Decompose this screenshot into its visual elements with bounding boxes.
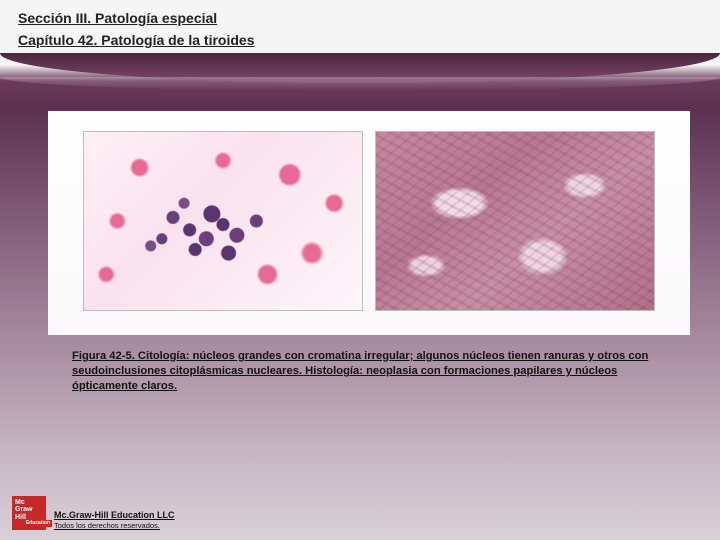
chapter-title: Capítulo 42. Patología de la tiroides bbox=[18, 32, 702, 48]
logo-text-mid: Graw bbox=[15, 506, 33, 513]
section-title: Sección III. Patología especial bbox=[18, 10, 702, 26]
figure-panel bbox=[48, 111, 690, 335]
rights-text: Todos los derechos reservados. bbox=[54, 521, 175, 530]
figure-caption: Figura 42-5. Citología: núcleos grandes … bbox=[72, 349, 660, 394]
decorative-wave bbox=[0, 53, 720, 83]
publisher-name: Mc.Graw-Hill Education LLC bbox=[54, 510, 175, 520]
histology-image bbox=[375, 131, 655, 311]
logo-tab: Education bbox=[24, 520, 52, 527]
publisher-logo: Mc Graw Hill Education bbox=[12, 496, 46, 530]
cytology-image bbox=[83, 131, 363, 311]
footer: Mc Graw Hill Education Mc.Graw-Hill Educ… bbox=[12, 496, 175, 530]
slide-header: Sección III. Patología especial Capítulo… bbox=[0, 0, 720, 55]
footer-text: Mc.Graw-Hill Education LLC Todos los der… bbox=[54, 510, 175, 530]
logo-text-top: Mc bbox=[15, 499, 25, 506]
